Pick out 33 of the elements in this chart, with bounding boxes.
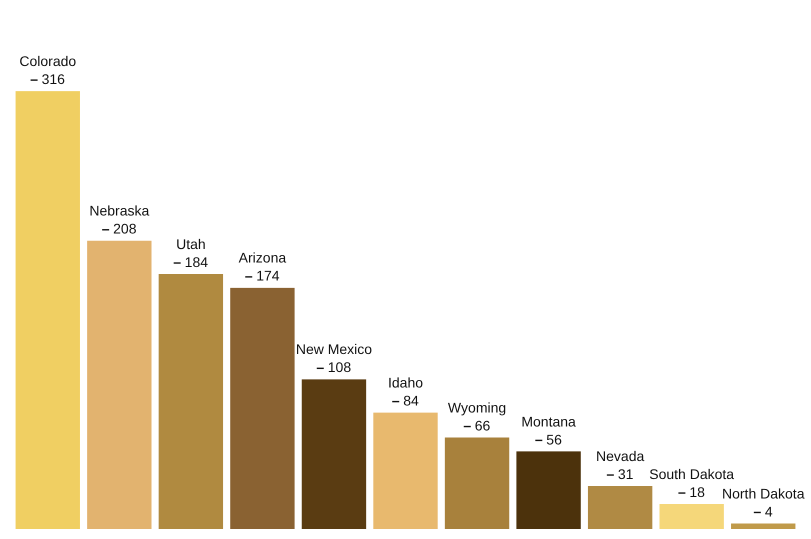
x-tick-label: Colorado: [19, 52, 76, 69]
bar: [87, 240, 152, 529]
bar: [588, 486, 652, 529]
data-label: 56: [546, 431, 562, 448]
data-label: 4: [764, 503, 773, 520]
data-label: 84: [403, 392, 419, 408]
bar: [16, 91, 80, 529]
x-tick-label: Wyoming: [448, 399, 506, 416]
bar: [373, 412, 438, 529]
data-label: 316: [42, 70, 66, 87]
bar: [230, 288, 295, 529]
x-tick-label: Arizona: [238, 250, 286, 266]
x-tick-label: Idaho: [388, 374, 424, 390]
bar: [731, 523, 796, 529]
data-label: 18: [689, 484, 706, 500]
bar: [444, 438, 510, 529]
data-label: 174: [256, 268, 280, 284]
bar: [302, 379, 366, 529]
data-label: 184: [184, 254, 208, 270]
x-tick-label: Montana: [521, 413, 576, 430]
data-label: 108: [328, 359, 352, 376]
x-tick-label: New Mexico: [296, 341, 372, 358]
data-label: 66: [474, 417, 491, 434]
data-label: 31: [618, 466, 634, 482]
x-tick-label: Nevada: [596, 448, 644, 464]
x-tick-label: South Dakota: [649, 466, 734, 482]
data-label: 208: [113, 220, 137, 237]
bar: [659, 504, 724, 529]
bar: [158, 274, 224, 529]
x-tick-label: Nebraska: [89, 202, 150, 219]
bar: [516, 451, 581, 529]
x-tick-label: North Dakota: [722, 485, 805, 502]
x-tick-label: Utah: [176, 236, 206, 252]
